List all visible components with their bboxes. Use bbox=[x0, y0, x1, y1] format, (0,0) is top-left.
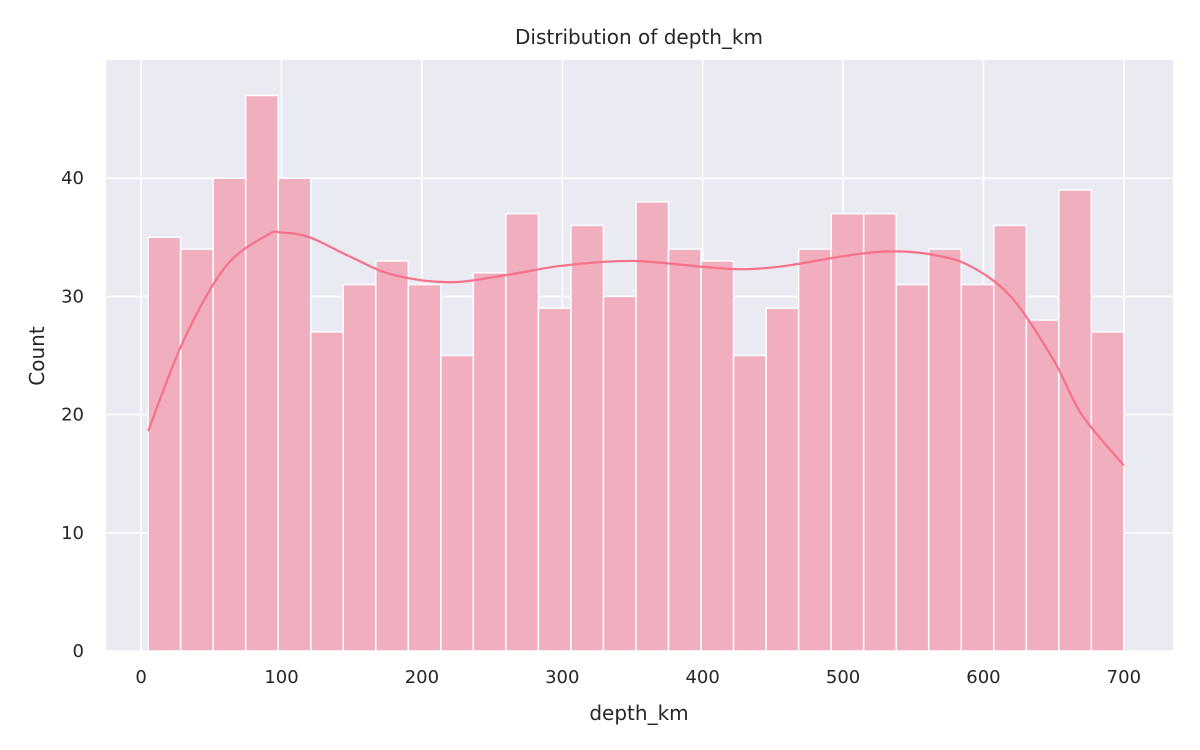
y-axis-label: Count bbox=[25, 326, 49, 386]
histogram-bar bbox=[1025, 319, 1060, 652]
histogram-bar bbox=[505, 212, 540, 652]
x-tick-label: 600 bbox=[966, 667, 1000, 688]
histogram-bar bbox=[212, 177, 247, 652]
x-tick-label: 500 bbox=[826, 667, 860, 688]
x-tick-label: 300 bbox=[545, 667, 579, 688]
histogram-bar bbox=[1090, 331, 1125, 652]
x-tick-label: 100 bbox=[264, 667, 298, 688]
histogram-bar bbox=[732, 354, 767, 652]
kde-curve bbox=[147, 230, 1125, 467]
x-tick-labels: 0 100 200 300 400 500 600 700 bbox=[135, 667, 1141, 688]
histogram-bar bbox=[927, 248, 962, 652]
histogram-bar bbox=[472, 272, 507, 652]
histogram-bar bbox=[570, 224, 605, 652]
histogram-bar bbox=[830, 212, 865, 652]
histogram-bar bbox=[407, 283, 442, 652]
histogram-bar bbox=[537, 307, 572, 652]
histogram-bar bbox=[993, 224, 1028, 652]
histogram-bar bbox=[147, 236, 182, 652]
histogram-bar bbox=[960, 283, 995, 652]
histogram-bar bbox=[309, 331, 345, 652]
x-tick-label: 200 bbox=[405, 667, 439, 688]
y-tick-label: 40 bbox=[61, 168, 84, 189]
histogram-bar bbox=[862, 212, 897, 652]
x-tick-label: 400 bbox=[685, 667, 719, 688]
histogram-bar bbox=[602, 295, 637, 652]
histogram-bar bbox=[342, 283, 377, 652]
x-tick-label: 0 bbox=[135, 667, 146, 688]
histogram-bar bbox=[277, 177, 312, 652]
y-tick-label: 20 bbox=[61, 405, 84, 426]
y-tick-labels: 0 10 20 30 40 bbox=[61, 168, 84, 662]
y-tick-label: 30 bbox=[61, 286, 84, 307]
chart-title: Distribution of depth_km bbox=[515, 25, 763, 49]
histogram-bar bbox=[635, 201, 670, 652]
histogram-bar bbox=[667, 248, 702, 652]
histogram-bar bbox=[440, 354, 475, 652]
histogram-bar bbox=[375, 260, 410, 652]
histogram-bar bbox=[797, 248, 832, 652]
histogram-bars bbox=[147, 94, 1125, 652]
histogram-bar bbox=[244, 94, 279, 652]
y-tick-label: 10 bbox=[61, 523, 84, 544]
x-tick-label: 700 bbox=[1107, 667, 1141, 688]
histogram-bar bbox=[179, 248, 214, 652]
histogram-bar bbox=[895, 283, 930, 652]
histogram-bar bbox=[700, 260, 735, 652]
x-axis-label: depth_km bbox=[589, 701, 688, 725]
histogram-bar bbox=[765, 307, 800, 652]
y-tick-label: 0 bbox=[73, 641, 84, 662]
